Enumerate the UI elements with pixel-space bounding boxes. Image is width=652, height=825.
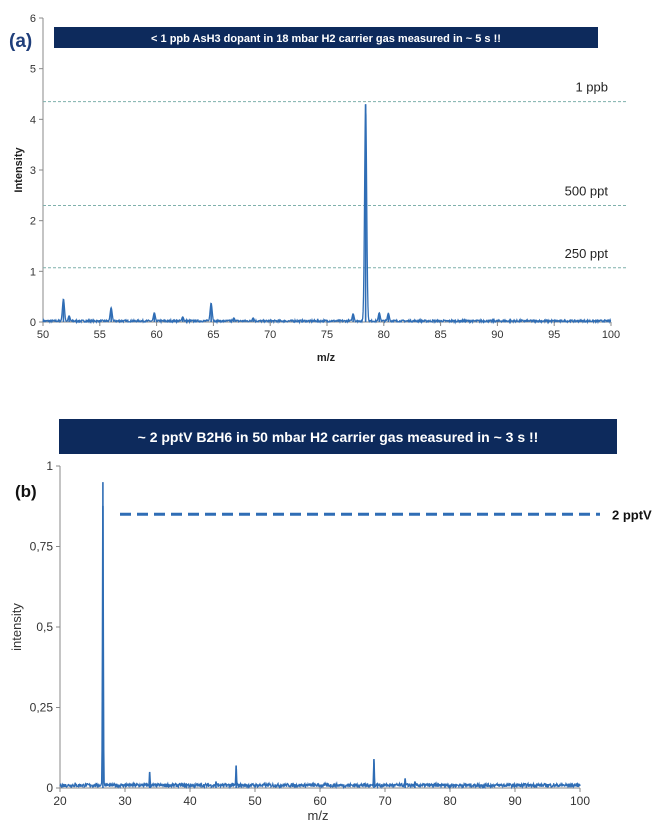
chart-title-a: < 1 ppb AsH3 dopant in 18 mbar H2 carrie… [151, 33, 501, 45]
axes-b: 20 30 40 50 60 70 80 90 100 0 0,25 0,5 0,75 1 [30, 459, 591, 808]
spectrum-line [42, 104, 612, 325]
x-tick-label: 60 [313, 794, 327, 808]
x-tick-label: 95 [548, 329, 560, 341]
x-tick-label: 70 [378, 794, 392, 808]
x-axis-label-a: m/z [317, 352, 336, 364]
x-tick-label: 100 [602, 329, 620, 341]
y-tick-label: 4 [30, 114, 36, 126]
y-axis-label-b: intensity [9, 603, 24, 651]
x-tick-label: 60 [150, 329, 162, 341]
x-tick-label: 50 [248, 794, 262, 808]
x-tick-label: 90 [508, 794, 522, 808]
y-tick-label: 0,25 [30, 701, 54, 715]
reference-line-label: 2 pptV [612, 507, 652, 522]
x-tick-label: 85 [434, 329, 446, 341]
reference-line-label: 250 ppt [565, 246, 609, 261]
x-tick-label: 50 [37, 329, 49, 341]
x-tick-label: 55 [94, 329, 106, 341]
axes-a: 50 55 60 65 70 75 80 85 90 95 100 0 1 2 3 4 5 6 [30, 13, 620, 341]
x-tick-label: 75 [321, 329, 333, 341]
series-a [42, 104, 612, 325]
chart-title-b: ~ 2 pptV B2H6 in 50 mbar H2 carrier gas … [138, 429, 539, 445]
spectrum-line [59, 505, 581, 790]
panel-b: ~ 2 pptV B2H6 in 50 mbar H2 carrier gas … [9, 419, 652, 823]
panel-label-b: (b) [15, 482, 37, 501]
reference-line-label: 500 ppt [565, 183, 609, 198]
x-tick-label: 100 [570, 794, 590, 808]
x-tick-label: 40 [183, 794, 197, 808]
panel-a: < 1 ppb AsH3 dopant in 18 mbar H2 carrie… [9, 13, 626, 364]
panel-label-a: (a) [9, 31, 32, 52]
y-tick-label: 1 [46, 459, 53, 473]
x-tick-label: 80 [378, 329, 390, 341]
x-tick-label: 90 [491, 329, 503, 341]
x-axis-label-b: m/z [308, 808, 329, 823]
x-tick-label: 70 [264, 329, 276, 341]
title-bar-b [59, 419, 617, 454]
x-tick-label: 80 [443, 794, 457, 808]
x-tick-label: 20 [53, 794, 67, 808]
y-tick-label: 6 [30, 13, 36, 25]
y-tick-label: 3 [30, 165, 36, 177]
x-tick-label: 65 [207, 329, 219, 341]
y-axis-label-a: Intensity [13, 147, 25, 193]
y-tick-label: 2 [30, 216, 36, 228]
x-tick-label: 30 [118, 794, 132, 808]
title-bar-a [54, 27, 598, 48]
reference-line-label: 1 ppb [575, 80, 608, 95]
reference-lines-b: 2 pptV [120, 507, 652, 522]
y-tick-label: 0 [46, 781, 53, 795]
y-tick-label: 0,75 [30, 540, 54, 554]
y-tick-label: 0 [30, 317, 36, 329]
series-b [59, 482, 581, 790]
reference-lines-a: 1 ppb 500 ppt 250 ppt [43, 80, 626, 269]
y-tick-label: 5 [30, 64, 36, 76]
y-tick-label: 0,5 [36, 620, 53, 634]
y-tick-label: 1 [30, 266, 36, 278]
